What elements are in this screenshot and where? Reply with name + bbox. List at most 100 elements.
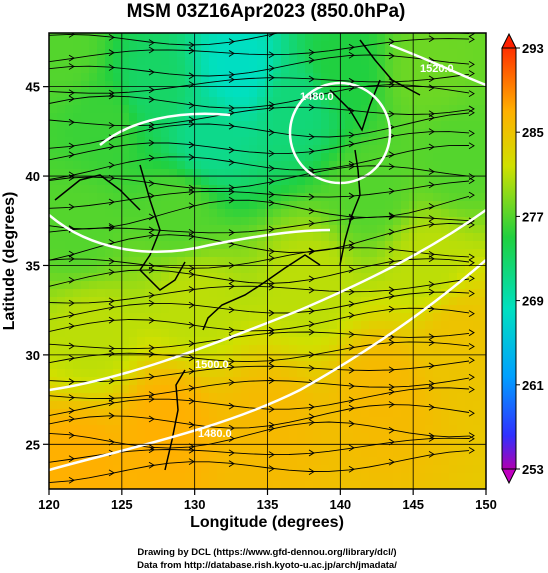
heatmap-cell bbox=[369, 425, 378, 434]
heatmap-cell bbox=[225, 33, 234, 42]
wind-arrow bbox=[348, 465, 355, 473]
heatmap-cell bbox=[441, 273, 450, 282]
heatmap-cell bbox=[393, 289, 402, 298]
heatmap-cell bbox=[105, 473, 114, 482]
heatmap-cell bbox=[457, 201, 466, 210]
heatmap-cell bbox=[385, 345, 394, 354]
heatmap-cell bbox=[321, 73, 330, 82]
heatmap-cell bbox=[201, 193, 210, 202]
heatmap-cell bbox=[97, 465, 106, 474]
heatmap-cell bbox=[153, 137, 162, 146]
heatmap-cell bbox=[289, 425, 298, 434]
heatmap-cell bbox=[81, 409, 90, 418]
heatmap-cell bbox=[401, 313, 410, 322]
heatmap-cell bbox=[257, 249, 266, 258]
heatmap-cell bbox=[377, 129, 386, 138]
heatmap-cell bbox=[193, 457, 202, 466]
wind-arrow bbox=[108, 92, 115, 100]
heatmap-cell bbox=[457, 393, 466, 402]
heatmap-cell bbox=[177, 201, 186, 210]
heatmap-cell bbox=[161, 441, 170, 450]
heatmap-cell bbox=[265, 393, 274, 402]
heatmap-cell bbox=[265, 81, 274, 90]
heatmap-cell bbox=[313, 249, 322, 258]
wind-arrow bbox=[268, 326, 275, 334]
heatmap-cell bbox=[457, 409, 466, 418]
heatmap-cell bbox=[329, 409, 338, 418]
wind-arrow bbox=[308, 92, 315, 100]
heatmap-cell bbox=[425, 289, 434, 298]
heatmap-cell bbox=[129, 425, 138, 434]
heatmap-cell bbox=[121, 185, 130, 194]
heatmap-cell bbox=[73, 81, 82, 90]
heatmap-cell bbox=[73, 281, 82, 290]
heatmap-cell bbox=[337, 289, 346, 298]
x-tick-label: 120 bbox=[38, 497, 60, 512]
heatmap-cell bbox=[65, 321, 74, 330]
heatmap-cell bbox=[105, 73, 114, 82]
wind-arrow bbox=[108, 198, 115, 206]
heatmap-cell bbox=[297, 105, 306, 114]
heatmap-cell bbox=[81, 385, 90, 394]
heatmap-cell bbox=[105, 105, 114, 114]
heatmap-cell bbox=[233, 305, 242, 314]
heatmap-cell bbox=[177, 289, 186, 298]
heatmap-cell bbox=[329, 209, 338, 218]
heatmap-cell bbox=[161, 81, 170, 90]
wind-arrow bbox=[308, 247, 315, 255]
heatmap-cell bbox=[369, 137, 378, 146]
heatmap-cell bbox=[209, 369, 218, 378]
heatmap-cell bbox=[393, 129, 402, 138]
heatmap-cell bbox=[225, 321, 234, 330]
heatmap-cell bbox=[465, 33, 474, 42]
wind-arrow bbox=[228, 326, 235, 334]
heatmap-cell bbox=[209, 473, 218, 482]
heatmap-cell bbox=[417, 129, 426, 138]
heatmap-cell bbox=[345, 353, 354, 362]
heatmap-cell bbox=[177, 433, 186, 442]
heatmap-cell bbox=[385, 161, 394, 170]
heatmap-cell bbox=[177, 161, 186, 170]
heatmap-cell bbox=[177, 193, 186, 202]
heatmap-cell bbox=[201, 129, 210, 138]
heatmap-cell bbox=[49, 265, 58, 274]
heatmap-cell bbox=[433, 369, 442, 378]
heatmap-cell bbox=[169, 265, 178, 274]
heatmap-cell bbox=[217, 193, 226, 202]
heatmap-cell bbox=[249, 177, 258, 186]
wind-arrow bbox=[308, 275, 315, 283]
heatmap-cell bbox=[377, 33, 386, 42]
heatmap-cell bbox=[241, 81, 250, 90]
heatmap-cell bbox=[105, 41, 114, 50]
heatmap-cell bbox=[321, 121, 330, 130]
heatmap-cell bbox=[481, 33, 486, 42]
heatmap-cell bbox=[113, 473, 122, 482]
heatmap-cell bbox=[297, 73, 306, 82]
heatmap-cell bbox=[249, 393, 258, 402]
heatmap-cell bbox=[121, 305, 130, 314]
heatmap-cell bbox=[313, 353, 322, 362]
heatmap-cell bbox=[297, 241, 306, 250]
credit-line-1: Drawing by DCL (https://www.gfd‐dennou.o… bbox=[137, 547, 396, 558]
heatmap-cell bbox=[449, 49, 458, 58]
heatmap-cell bbox=[369, 345, 378, 354]
heatmap-cell bbox=[353, 385, 362, 394]
contour-label: 1500.0 bbox=[195, 359, 229, 371]
heatmap-cell bbox=[369, 57, 378, 66]
heatmap-cell bbox=[161, 345, 170, 354]
heatmap-cell bbox=[297, 473, 306, 482]
heatmap-cell bbox=[113, 313, 122, 322]
heatmap-cell bbox=[161, 161, 170, 170]
heatmap-cell bbox=[305, 457, 314, 466]
heatmap-cell bbox=[449, 417, 458, 426]
heatmap-cell bbox=[377, 137, 386, 146]
heatmap-cell bbox=[241, 281, 250, 290]
heatmap-cell bbox=[273, 161, 282, 170]
wind-arrow bbox=[428, 432, 435, 440]
heatmap-cell bbox=[89, 289, 98, 298]
heatmap-cell bbox=[225, 217, 234, 226]
heatmap-cell bbox=[449, 353, 458, 362]
heatmap-cell bbox=[297, 345, 306, 354]
heatmap-cell bbox=[441, 209, 450, 218]
heatmap-cell bbox=[145, 433, 154, 442]
